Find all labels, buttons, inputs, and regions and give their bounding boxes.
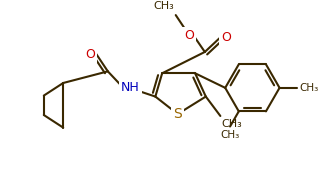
Text: CH₃: CH₃ [153, 1, 174, 11]
Text: CH₃: CH₃ [220, 130, 240, 140]
Text: CH₃: CH₃ [299, 83, 318, 93]
Text: S: S [173, 107, 182, 121]
Text: O: O [184, 29, 194, 42]
Text: O: O [86, 48, 95, 61]
Text: NH: NH [121, 81, 140, 94]
Text: O: O [221, 31, 231, 44]
Text: CH₃: CH₃ [221, 119, 242, 129]
